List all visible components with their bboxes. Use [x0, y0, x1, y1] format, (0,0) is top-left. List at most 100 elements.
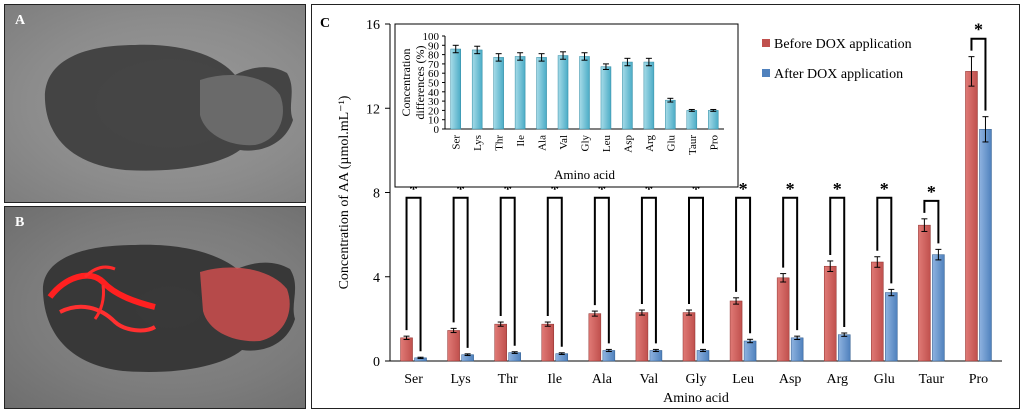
y-tick-label: 16 — [366, 18, 380, 33]
x-tick-label-leu: Leu — [732, 372, 754, 387]
significance-star: * — [833, 179, 842, 199]
significance-bracket — [782, 196, 799, 331]
significance-star: * — [597, 179, 606, 199]
y-tick-label: 8 — [373, 187, 380, 202]
significance-star: * — [739, 179, 748, 199]
inset-bar-ala — [536, 57, 547, 130]
inset-bar-val — [557, 55, 569, 130]
photo-panel-b: B — [4, 206, 306, 409]
bar-before-taur — [918, 224, 931, 362]
inset-x-tick-label-arg: Arg — [644, 135, 656, 152]
inset-y-tick-label: 80 — [428, 50, 440, 62]
inset-bar-arg — [643, 61, 655, 130]
bar-after-asp — [790, 337, 804, 362]
inset-bar-pro — [708, 110, 719, 130]
inset-y-axis-label-line2: differences (%) — [413, 45, 427, 119]
significance-bracket — [970, 37, 987, 111]
bar-after-pro — [979, 129, 992, 362]
inset-x-tick-label-glu: Glu — [665, 135, 677, 152]
main-bars: * Ser * Lys * Thr * Ile * Ala * Val * Gly * Leu * Asp * Arg… — [400, 20, 992, 387]
bar-before-asp — [776, 277, 790, 362]
inset-y-tick-label: 40 — [428, 87, 440, 99]
amino-acid-chart: C 0 4 8 12 16 * Ser * Lys * Thr * Ile * Ala * Val * Gly * L… — [320, 16, 1002, 406]
x-tick-label-asp: Asp — [779, 372, 802, 387]
significance-star: * — [880, 179, 889, 199]
inset-x-tick-label-ala: Ala — [537, 135, 549, 151]
bar-before-arg — [823, 265, 837, 362]
significance-bracket — [876, 196, 893, 284]
bar-after-ala — [602, 350, 616, 362]
bar-before-lys — [447, 330, 460, 362]
inset-y-tick-label: 100 — [423, 31, 440, 43]
significance-bracket — [546, 196, 563, 347]
significance-bracket — [452, 196, 469, 348]
x-tick-label-ala: Ala — [592, 372, 613, 387]
significance-star: * — [786, 179, 795, 199]
bar-before-ser — [400, 337, 413, 362]
significance-bracket — [735, 196, 752, 334]
significance-star: * — [503, 179, 512, 199]
significance-star: * — [692, 179, 701, 199]
x-tick-label-gly: Gly — [686, 372, 707, 387]
main-axes: 0 4 8 12 16 — [366, 18, 1002, 370]
main-x-axis-label: Amino acid — [663, 391, 729, 406]
y-tick-label: 12 — [366, 102, 380, 117]
inset-bar-gly — [579, 56, 590, 130]
bar-before-pro — [965, 71, 978, 362]
panel-label-a: A — [15, 13, 26, 28]
inset-bar-glu — [665, 99, 676, 130]
inset-x-tick-label-leu: Leu — [601, 135, 613, 153]
bar-after-glu — [885, 292, 898, 362]
main-y-axis-label: Concentration of AA (µmol.mL⁻¹) — [337, 95, 352, 289]
inset-x-tick-label-pro: Pro — [708, 135, 720, 151]
inset-bar-ile — [514, 56, 526, 130]
x-tick-label-ile: Ile — [547, 372, 562, 387]
inset-x-axis-label: Amino acid — [554, 167, 616, 182]
inset-y-tick-label: 60 — [428, 68, 440, 80]
bar-after-leu — [743, 340, 757, 362]
inset-y-tick-label: 20 — [428, 105, 440, 117]
bar-after-gly — [696, 350, 710, 362]
legend-swatch-after — [762, 69, 770, 77]
x-tick-label-ser: Ser — [404, 372, 423, 387]
significance-bracket — [499, 196, 516, 346]
inset-y-tick-label: 90 — [428, 40, 440, 52]
x-tick-label-taur: Taur — [919, 372, 945, 387]
significance-star: * — [644, 179, 653, 199]
heart-image-a — [44, 44, 294, 171]
inset-bar-thr — [493, 57, 504, 130]
inset-bar-taur — [686, 110, 698, 130]
significance-star: * — [927, 182, 936, 202]
x-tick-label-thr: Thr — [498, 372, 519, 387]
significance-bracket — [923, 199, 940, 244]
bar-before-glu — [871, 261, 884, 362]
inset-y-tick-label: 0 — [434, 124, 440, 136]
legend-swatch-before — [762, 39, 770, 47]
inset-y-tick-label: 30 — [428, 96, 440, 108]
x-tick-label-arg: Arg — [826, 372, 848, 387]
legend: Before DOX application After DOX applica… — [762, 37, 912, 82]
significance-bracket — [640, 196, 657, 344]
y-tick-label: 0 — [373, 355, 380, 370]
bar-before-gly — [682, 312, 696, 362]
bar-after-arg — [837, 334, 851, 362]
x-tick-label-lys: Lys — [450, 372, 470, 387]
x-tick-label-pro: Pro — [969, 372, 988, 387]
x-tick-label-glu: Glu — [874, 372, 895, 387]
inset-bar-lys — [471, 49, 483, 130]
bar-after-taur — [932, 254, 945, 362]
bar-after-val — [649, 350, 663, 362]
bar-before-leu — [729, 300, 743, 362]
inset-x-tick-label-taur: Taur — [687, 135, 699, 155]
significance-star: * — [974, 20, 983, 40]
significance-star: * — [456, 179, 465, 199]
inset-y-tick-label: 50 — [428, 78, 440, 90]
inset-bar-leu — [600, 66, 612, 130]
inset-x-tick-label-gly: Gly — [580, 135, 592, 152]
inset-x-tick-label-ile: Ile — [515, 135, 527, 147]
significance-bracket — [593, 196, 610, 344]
inset-x-tick-label-asp: Asp — [622, 135, 634, 153]
bar-before-ala — [588, 313, 602, 362]
inset-x-tick-label-ser: Ser — [451, 135, 463, 150]
